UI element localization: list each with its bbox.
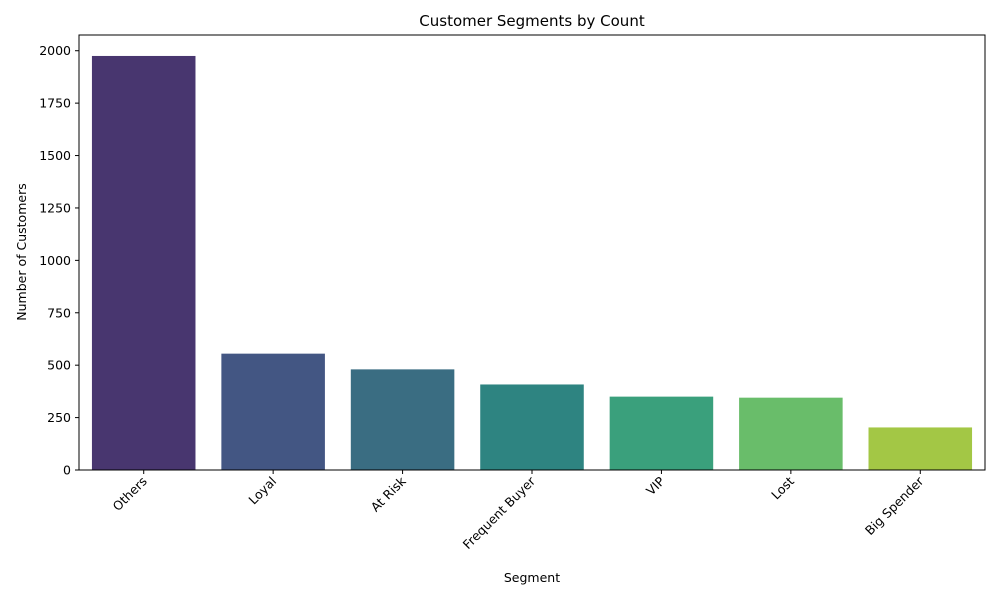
x-tick-label: Loyal (245, 474, 279, 508)
y-tick-label: 1250 (39, 200, 71, 215)
y-tick-label: 0 (63, 463, 71, 478)
bar-loyal (221, 353, 325, 470)
x-tick-label: VIP (643, 473, 668, 498)
bars-group (91, 55, 973, 471)
y-axis-title: Number of Customers (14, 183, 29, 320)
bar-frequent-buyer (480, 384, 584, 470)
y-tick-label: 1500 (39, 148, 71, 163)
x-tick-label: Lost (768, 473, 797, 502)
bar-at-risk (350, 369, 455, 470)
bar-big-spender (868, 427, 973, 470)
y-tick-label: 2000 (39, 43, 71, 58)
x-axis-title: Segment (504, 570, 560, 585)
chart-title: Customer Segments by Count (419, 12, 645, 30)
y-tick-label: 500 (47, 358, 71, 373)
y-tick-label: 750 (47, 305, 71, 320)
bar-vip (609, 396, 714, 470)
y-tick-label: 1750 (39, 96, 71, 111)
y-tick-label: 1000 (39, 253, 71, 268)
x-tick-label: Big Spender (862, 473, 927, 538)
y-axis: 0 250 500 750 1000 1250 1500 1750 2000 (39, 43, 79, 478)
x-tick-label: At Risk (368, 473, 410, 515)
x-axis: Others Loyal At Risk Frequent Buyer VIP Lost B… (110, 470, 927, 552)
y-tick-label: 250 (47, 410, 71, 425)
x-tick-label: Others (110, 474, 150, 514)
bar-lost (739, 397, 843, 470)
bar-others (91, 55, 196, 471)
x-tick-label: Frequent Buyer (460, 473, 539, 552)
